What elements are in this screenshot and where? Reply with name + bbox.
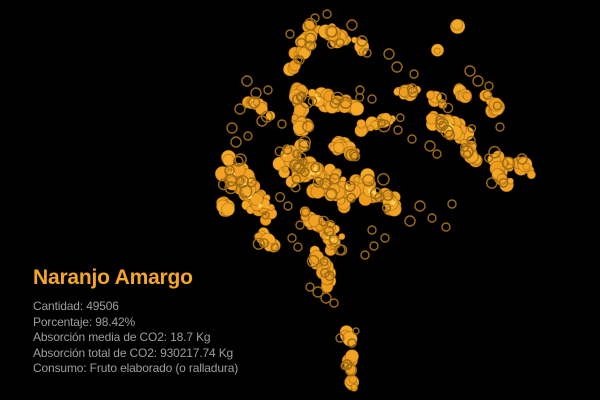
species-info-panel: Naranjo Amargo Cantidad: 49506 Porcentaje… (33, 266, 238, 377)
stat-absorcion-media-co2: Absorción media de CO2: 18.7 Kg (33, 330, 211, 344)
stat-consumo: Consumo: Fruto elaborado (o ralladura) (33, 361, 239, 375)
stat-porcentaje: Porcentaje: 98.42% (33, 314, 136, 329)
species-title: Naranjo Amargo (33, 266, 193, 289)
stat-cantidad: Cantidad: 49506 (33, 299, 119, 313)
stat-absorcion-total-co2: Absorción total de CO2: 930217.74 Kg (33, 345, 234, 360)
species-stats: Cantidad: 49506 Porcentaje: 98.42% Absorci… (33, 299, 238, 377)
